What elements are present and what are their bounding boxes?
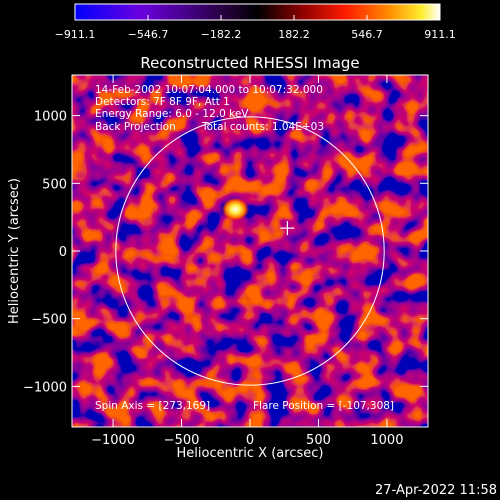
colorbar-tick-label: −546.7: [128, 28, 169, 41]
annotation-block: 14-Feb-2002 10:07:04.000 to 10:07:32.000…: [95, 84, 324, 133]
x-tick-label: −500: [164, 433, 200, 448]
y-axis-label: Heliocentric Y (arcsec): [7, 178, 22, 324]
flare-source: [221, 197, 250, 222]
annotation-line: Back Projection: [95, 121, 176, 133]
x-tick-label: 0: [246, 433, 254, 448]
y-tick-label: 500: [42, 177, 67, 192]
y-tick-label: 1000: [34, 110, 67, 125]
colorbar-tick-label: 911.1: [424, 28, 456, 41]
colorbar-tick-label: −911.1: [55, 28, 96, 41]
x-tick-label: 1000: [370, 433, 403, 448]
x-tick-label: −1000: [91, 433, 135, 448]
colorbar: [74, 3, 441, 21]
colorbar-tick-label: −182.2: [201, 28, 242, 41]
colorbar-tick-label: 546.7: [351, 28, 383, 41]
x-axis-ticks: −1000 −500 0 500 1000: [91, 75, 403, 448]
colorbar-tick-label: 182.2: [278, 28, 310, 41]
y-tick-label: 0: [59, 245, 67, 260]
annotation-line: 14-Feb-2002 10:07:04.000 to 10:07:32.000: [95, 84, 323, 96]
colorbar-ticks: −911.1 −546.7 −182.2 182.2 546.7 911.1: [55, 15, 456, 41]
y-tick-label: −500: [31, 313, 67, 328]
timestamp: 27-Apr-2022 11:58: [375, 483, 497, 498]
annotation-line: Energy Range: 6.0 - 12.0 keV: [95, 108, 249, 120]
flare-position-label: Flare Position = [-107,308]: [253, 400, 394, 412]
y-axis-ticks: 1000 500 0 −500 −1000: [23, 110, 428, 395]
y-tick-label: −1000: [23, 380, 67, 395]
x-axis-label: Heliocentric X (arcsec): [177, 446, 324, 461]
image-area: [72, 75, 428, 427]
spin-axis-marker: [280, 221, 295, 236]
chart-title: Reconstructed RHESSI Image: [140, 54, 359, 72]
x-tick-label: 500: [306, 433, 331, 448]
spin-axis-label: Spin Axis = [273,169]: [95, 400, 210, 412]
annotation-line: Total counts: 1.04E+03: [201, 121, 324, 133]
solar-limb-circle: [115, 116, 385, 386]
image-noise-map: [72, 75, 428, 427]
annotation-line: Detectors: 7F 8F 9F, Att 1: [95, 96, 230, 108]
